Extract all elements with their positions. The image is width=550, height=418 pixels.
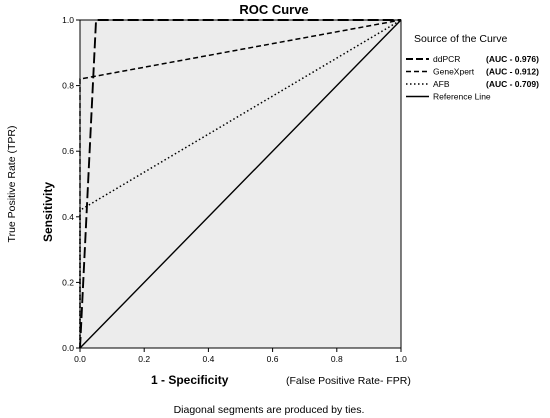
series-line-reference-line xyxy=(79,19,402,349)
x-tick-label: 1.0 xyxy=(395,354,407,364)
x-tick-label: 0.8 xyxy=(331,354,343,364)
legend-label: GeneXpert xyxy=(433,67,475,77)
y-axis-label-extra: True Positive Rate (TPR) xyxy=(6,126,18,243)
x-tick-label: 0.2 xyxy=(138,354,150,364)
y-tick-label: 1.0 xyxy=(62,15,74,25)
x-axis-label-extra: (False Positive Rate- FPR) xyxy=(286,375,411,387)
legend-auc-value: (AUC - 0.709) xyxy=(486,79,539,89)
y-axis-label-main: Sensitivity xyxy=(41,182,55,242)
legend-title: Source of the Curve xyxy=(414,33,508,45)
x-axis-label-main: 1 - Specificity xyxy=(151,373,229,387)
y-tick-label: 0.0 xyxy=(62,343,74,353)
legend-auc-value: (AUC - 0.912) xyxy=(486,67,539,77)
chart-title: ROC Curve xyxy=(239,2,308,17)
y-tick-label: 0.2 xyxy=(62,277,74,287)
legend: ddPCR (AUC - 0.976) GeneXpert (AUC - 0.912)… xyxy=(406,54,539,102)
x-tick-label: 0.4 xyxy=(202,354,214,364)
footnote: Diagonal segments are produced by ties. xyxy=(174,404,365,416)
x-tick-label: 0.6 xyxy=(267,354,279,364)
y-tick-label: 0.4 xyxy=(62,212,74,222)
legend-label: ddPCR xyxy=(433,54,460,64)
y-tick-label: 0.6 xyxy=(62,146,74,156)
curves-group xyxy=(79,19,402,349)
legend-label: Reference Line xyxy=(433,92,491,102)
series-line-genexpert xyxy=(79,19,402,348)
y-tick-label: 0.8 xyxy=(62,81,74,91)
x-tick-label: 0.0 xyxy=(74,354,86,364)
series-line-ddpcr xyxy=(79,19,401,349)
ticks-group: 0.0 0.2 0.4 0.6 0.8 1.0 0.0 0.2 0.4 0.6 0.8 1.0 xyxy=(62,15,407,364)
legend-auc-value: (AUC - 0.976) xyxy=(486,54,539,64)
legend-label: AFB xyxy=(433,79,450,89)
